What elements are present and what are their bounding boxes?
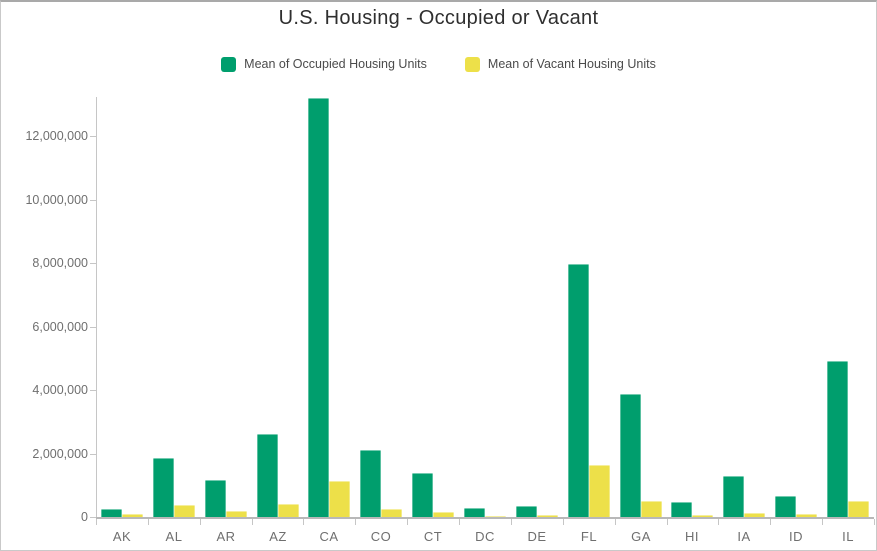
legend-item-occupied[interactable]: Mean of Occupied Housing Units xyxy=(221,56,427,72)
x-axis-label-CT: CT xyxy=(423,529,443,544)
bar-vacant-ID[interactable] xyxy=(796,514,817,517)
bar-occupied-AZ[interactable] xyxy=(257,433,278,517)
y-axis-tick-label: 8,000,000 xyxy=(32,256,88,270)
bar-occupied-ID[interactable] xyxy=(775,496,796,517)
x-axis-tick xyxy=(874,519,875,525)
y-axis-tick-label: 0 xyxy=(81,510,88,524)
x-axis-tick xyxy=(303,519,304,525)
bar-vacant-AR[interactable] xyxy=(226,510,247,517)
x-axis-label-CA: CA xyxy=(319,529,339,544)
y-axis-tick-label: 4,000,000 xyxy=(32,383,88,397)
bar-occupied-DE[interactable] xyxy=(516,505,537,517)
x-axis-label-IA: IA xyxy=(737,529,751,544)
x-axis-tick xyxy=(407,519,408,525)
x-axis-label-AL: AL xyxy=(165,529,183,544)
bar-vacant-HI[interactable] xyxy=(692,514,713,517)
x-axis-tick xyxy=(459,519,460,525)
y-axis-tick-label: 10,000,000 xyxy=(25,193,88,207)
bar-vacant-AL[interactable] xyxy=(174,504,195,517)
x-axis-label-AK: AK xyxy=(112,529,132,544)
x-axis-tick xyxy=(511,519,512,525)
x-axis-tick xyxy=(563,519,564,525)
y-axis-tick-label: 12,000,000 xyxy=(25,129,88,143)
bar-occupied-AL[interactable] xyxy=(153,457,174,517)
x-axis-label-ID: ID xyxy=(789,529,803,544)
bar-vacant-GA[interactable] xyxy=(641,500,662,517)
x-axis-tick xyxy=(822,519,823,525)
y-axis-tick xyxy=(90,517,96,518)
y-axis-tick xyxy=(90,390,96,391)
x-axis-label-AZ: AZ xyxy=(269,529,287,544)
bar-vacant-CT[interactable] xyxy=(433,511,454,517)
legend-label-occupied: Mean of Occupied Housing Units xyxy=(244,57,427,71)
x-axis-tick xyxy=(355,519,356,525)
bar-occupied-IL[interactable] xyxy=(827,360,848,517)
bar-vacant-FL[interactable] xyxy=(589,465,610,517)
legend-swatch-vacant-icon xyxy=(464,56,480,72)
bar-vacant-IA[interactable] xyxy=(744,512,765,517)
x-axis-label-DE: DE xyxy=(527,529,547,544)
x-axis-label-FL: FL xyxy=(580,529,598,544)
legend-swatch-occupied-icon xyxy=(221,56,237,72)
bar-vacant-DC[interactable] xyxy=(485,515,506,517)
bar-occupied-HI[interactable] xyxy=(671,501,692,517)
bar-occupied-GA[interactable] xyxy=(620,394,641,517)
x-axis-tick xyxy=(770,519,771,525)
legend-item-vacant[interactable]: Mean of Vacant Housing Units xyxy=(464,56,656,72)
bar-vacant-CO[interactable] xyxy=(381,509,402,517)
chart-title: U.S. Housing - Occupied or Vacant xyxy=(278,7,599,29)
bar-occupied-CO[interactable] xyxy=(360,449,381,517)
y-axis-tick-label: 2,000,000 xyxy=(32,447,88,461)
bar-occupied-DC[interactable] xyxy=(464,507,485,517)
x-axis-label-AR: AR xyxy=(216,529,236,544)
bar-occupied-CT[interactable] xyxy=(412,472,433,517)
x-axis-line xyxy=(96,517,874,519)
bar-occupied-CA[interactable] xyxy=(308,97,329,517)
legend: Mean of Occupied Housing Units Mean of Va… xyxy=(1,54,876,74)
y-axis-tick-label: 6,000,000 xyxy=(32,320,88,334)
bar-vacant-DE[interactable] xyxy=(537,514,558,517)
x-axis-label-CO: CO xyxy=(370,529,392,544)
x-axis-tick xyxy=(615,519,616,525)
x-axis-label-IL: IL xyxy=(842,529,854,544)
x-axis-label-DC: DC xyxy=(475,529,495,544)
x-axis-tick xyxy=(96,519,97,525)
x-axis-tick xyxy=(718,519,719,525)
bar-occupied-AR[interactable] xyxy=(205,480,226,517)
y-axis-tick xyxy=(90,200,96,201)
y-axis-tick xyxy=(90,454,96,455)
bar-occupied-IA[interactable] xyxy=(723,475,744,517)
y-axis-tick xyxy=(90,136,96,137)
y-axis-tick xyxy=(90,263,96,264)
legend-label-vacant: Mean of Vacant Housing Units xyxy=(487,57,656,71)
y-axis-tick xyxy=(90,327,96,328)
x-axis-label-GA: GA xyxy=(631,529,651,544)
bar-vacant-IL[interactable] xyxy=(848,500,869,517)
x-axis-tick xyxy=(667,519,668,525)
y-axis-line xyxy=(96,97,97,519)
x-axis-tick xyxy=(252,519,253,525)
bar-occupied-FL[interactable] xyxy=(568,264,589,517)
x-axis-label-HI: HI xyxy=(685,529,699,544)
bar-occupied-AK[interactable] xyxy=(101,509,122,517)
x-axis-tick xyxy=(148,519,149,525)
bar-vacant-CA[interactable] xyxy=(329,481,350,517)
bar-vacant-AZ[interactable] xyxy=(278,503,299,517)
x-axis-tick xyxy=(200,519,201,525)
bar-vacant-AK[interactable] xyxy=(122,514,143,517)
